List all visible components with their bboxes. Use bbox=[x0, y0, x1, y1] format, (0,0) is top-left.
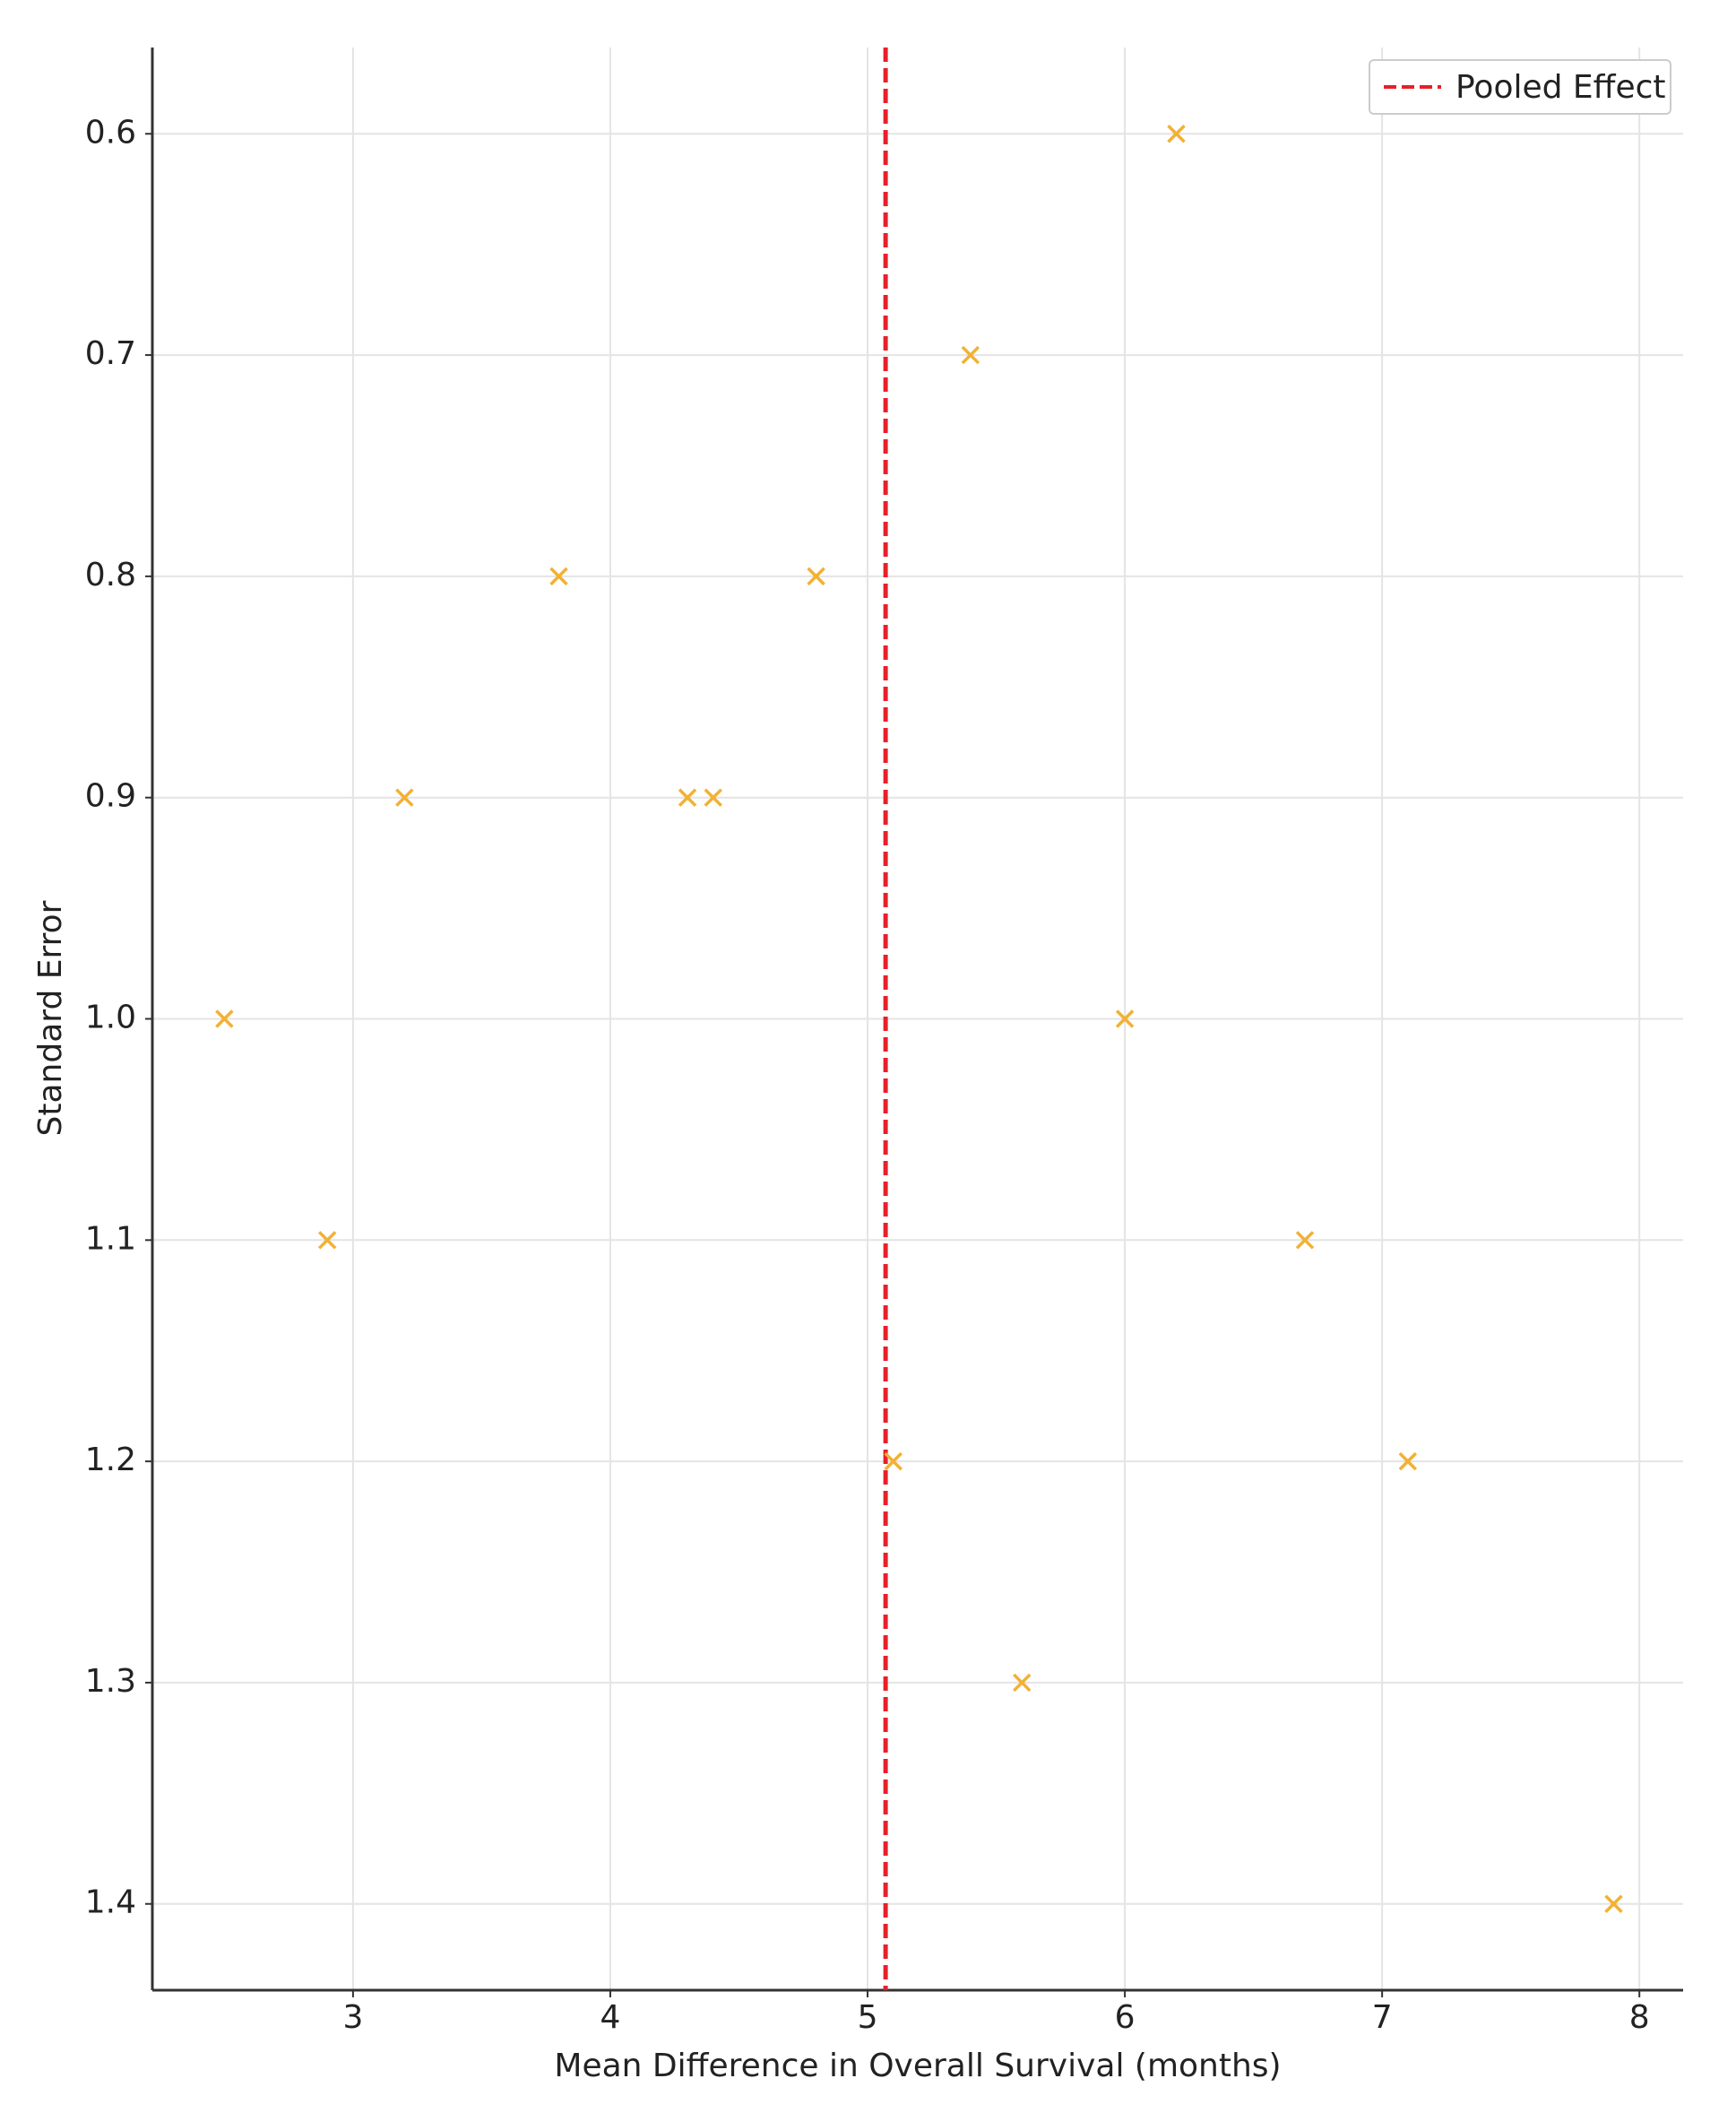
point bbox=[1115, 1009, 1135, 1028]
point-mark bbox=[1167, 125, 1186, 143]
point-mark bbox=[807, 567, 825, 586]
point-mark bbox=[961, 345, 980, 365]
y-tick-label: 0.8 bbox=[85, 557, 136, 593]
y-tick-label: 1.3 bbox=[85, 1663, 136, 1700]
y-tick-label: 0.7 bbox=[85, 335, 136, 372]
point bbox=[395, 788, 414, 807]
point bbox=[317, 1231, 337, 1250]
y-tick-label: 1.1 bbox=[85, 1220, 136, 1257]
legend-label: Pooled Effect bbox=[1455, 69, 1666, 106]
y-tick-label: 1.4 bbox=[85, 1884, 136, 1921]
x-tick-label: 4 bbox=[600, 1999, 621, 2036]
y-tick-label: 1.0 bbox=[85, 1000, 136, 1036]
point-mark bbox=[1295, 1231, 1315, 1250]
point-mark bbox=[1604, 1894, 1623, 1913]
point bbox=[549, 567, 568, 586]
y-tick-label: 0.6 bbox=[85, 114, 136, 151]
point-mark bbox=[317, 1231, 337, 1250]
point bbox=[884, 1451, 903, 1471]
point-mark bbox=[678, 788, 697, 807]
x-tick-label: 7 bbox=[1372, 1999, 1393, 2036]
point-mark bbox=[1013, 1673, 1032, 1693]
point bbox=[678, 788, 697, 807]
point bbox=[1167, 125, 1186, 143]
point bbox=[704, 788, 723, 807]
point bbox=[1398, 1451, 1418, 1471]
point bbox=[215, 1009, 234, 1028]
point bbox=[1604, 1894, 1623, 1913]
point-mark bbox=[1398, 1451, 1418, 1471]
x-tick-label: 6 bbox=[1115, 1999, 1136, 2036]
point-mark bbox=[884, 1451, 903, 1471]
point-mark bbox=[395, 788, 414, 807]
y-tick-label: 0.9 bbox=[85, 778, 136, 815]
point bbox=[807, 567, 825, 586]
y-tick-label: 1.2 bbox=[85, 1442, 136, 1478]
point bbox=[961, 345, 980, 365]
point-mark bbox=[1115, 1009, 1135, 1028]
y-axis-label: Standard Error bbox=[32, 900, 69, 1136]
point-mark bbox=[215, 1009, 234, 1028]
point bbox=[1013, 1673, 1032, 1693]
legend: Pooled Effect bbox=[1369, 59, 1671, 115]
x-axis-label: Mean Difference in Overall Survival (mon… bbox=[554, 2048, 1281, 2084]
point bbox=[1295, 1231, 1315, 1250]
point-mark bbox=[704, 788, 723, 807]
x-tick-label: 3 bbox=[342, 1999, 363, 2036]
legend-box bbox=[1369, 59, 1671, 115]
x-tick-label: 8 bbox=[1629, 1999, 1650, 2036]
point-mark bbox=[549, 567, 568, 586]
x-tick-label: 5 bbox=[858, 1999, 878, 2036]
